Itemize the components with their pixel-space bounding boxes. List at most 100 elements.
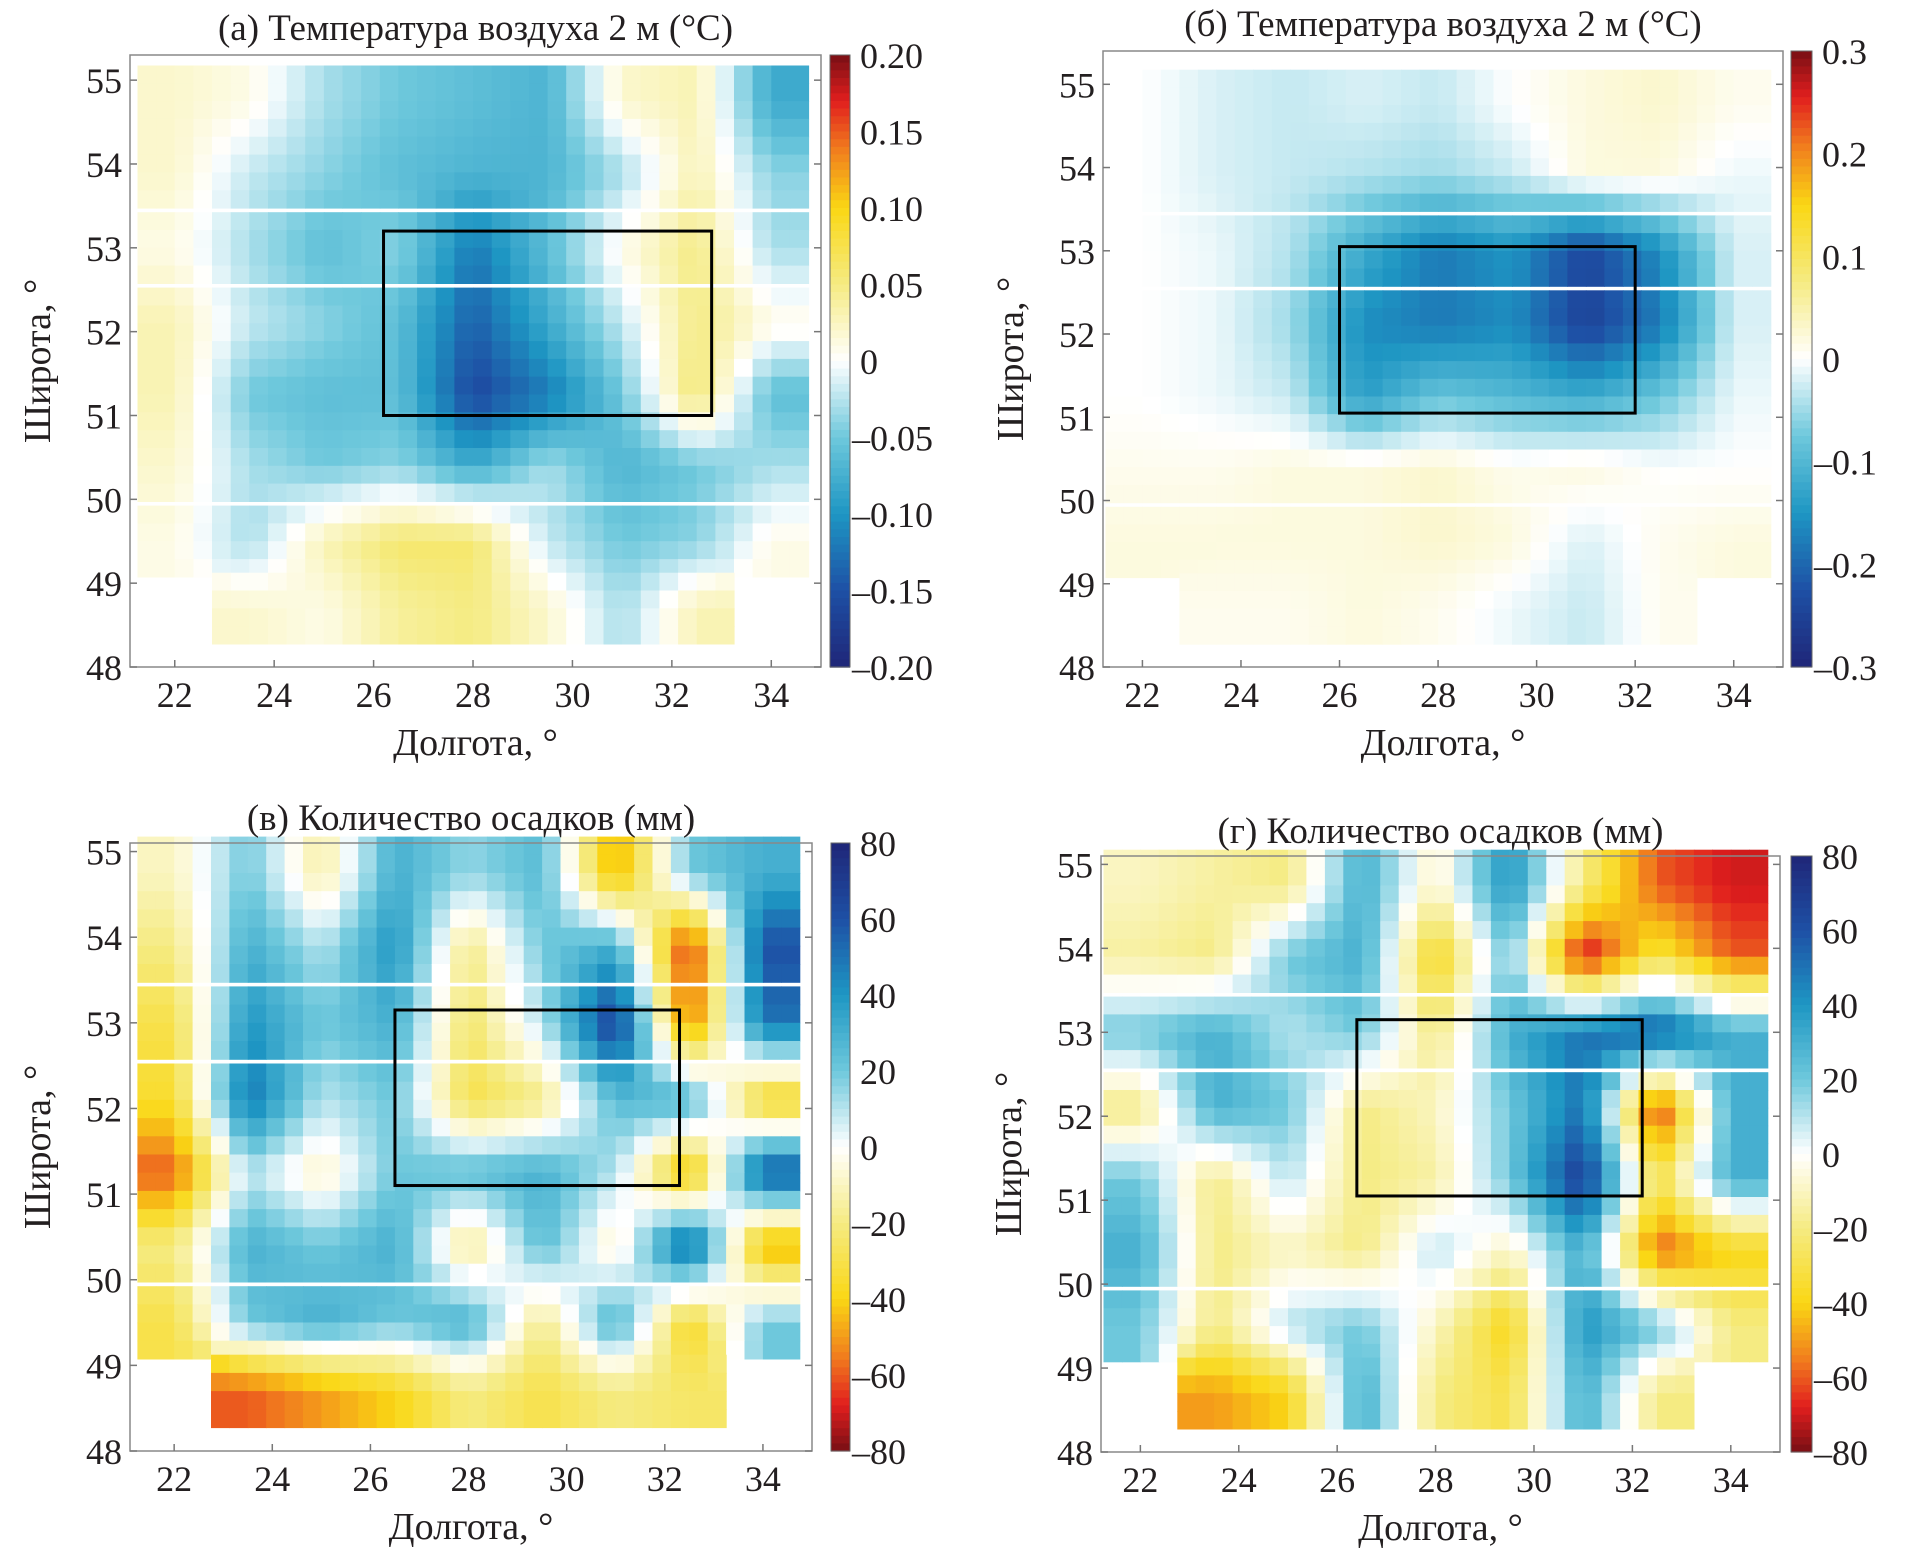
heatmap-cell bbox=[1512, 626, 1532, 645]
heatmap-cell bbox=[229, 1022, 249, 1042]
colorbar-segment bbox=[831, 1078, 850, 1087]
heatmap-cell bbox=[1195, 1161, 1215, 1180]
x-tick-label: 22 bbox=[1122, 1460, 1158, 1500]
heatmap-cell bbox=[670, 891, 690, 910]
colorbar-segment bbox=[830, 590, 850, 599]
heatmap-cell bbox=[1752, 524, 1772, 543]
heatmap-cell bbox=[781, 1227, 801, 1247]
heatmap-cell bbox=[286, 323, 306, 342]
heatmap-cell bbox=[1548, 431, 1568, 451]
heatmap-cell bbox=[744, 1340, 764, 1360]
heatmap-cell bbox=[1548, 573, 1568, 592]
heatmap-cell bbox=[1675, 1393, 1695, 1412]
heatmap-cell bbox=[615, 1245, 635, 1265]
heatmap-cell bbox=[1216, 290, 1236, 309]
heatmap-cell bbox=[468, 1099, 488, 1119]
heatmap-cell bbox=[454, 118, 474, 138]
heatmap-cell bbox=[1103, 1197, 1123, 1216]
heatmap-cell bbox=[1214, 1326, 1234, 1345]
heatmap-cell bbox=[413, 1372, 433, 1392]
heatmap-cell bbox=[361, 136, 381, 156]
heatmap-cell bbox=[1121, 1214, 1141, 1234]
heatmap-cell bbox=[715, 101, 735, 120]
heatmap-cell bbox=[578, 1209, 598, 1228]
heatmap-cell bbox=[454, 376, 474, 396]
colorbar-segment bbox=[831, 1048, 850, 1057]
heatmap-cell bbox=[417, 465, 437, 485]
heatmap-cell bbox=[1345, 542, 1365, 561]
heatmap-cell bbox=[678, 483, 698, 502]
heatmap-cell bbox=[1712, 1090, 1732, 1109]
heatmap-cell bbox=[597, 854, 617, 874]
heatmap-cell bbox=[597, 1286, 617, 1305]
heatmap-cell bbox=[1290, 626, 1310, 645]
heatmap-cell bbox=[566, 523, 586, 542]
heatmap-cell bbox=[1678, 431, 1698, 451]
heatmap-cell bbox=[266, 945, 286, 965]
heatmap-cell bbox=[1380, 938, 1400, 958]
heatmap-cell bbox=[1327, 414, 1347, 433]
colorbar-segment bbox=[831, 896, 850, 905]
heatmap-cell bbox=[230, 394, 250, 413]
heatmap-cell bbox=[1306, 1290, 1326, 1309]
heatmap-cell bbox=[678, 341, 698, 360]
heatmap-cell bbox=[303, 986, 322, 1006]
heatmap-cell bbox=[1364, 378, 1384, 398]
heatmap-cell bbox=[634, 1022, 654, 1042]
heatmap-cell bbox=[1417, 1393, 1437, 1412]
y-tick-label: 53 bbox=[1057, 1013, 1093, 1053]
heatmap-cell bbox=[323, 118, 344, 138]
heatmap-cell bbox=[1678, 268, 1698, 287]
heatmap-cell bbox=[1604, 175, 1624, 195]
heatmap-cell bbox=[1620, 885, 1640, 904]
heatmap-cell bbox=[137, 376, 157, 396]
heatmap-cell bbox=[578, 1304, 598, 1324]
heatmap-cell bbox=[1696, 87, 1716, 106]
heatmap-cell bbox=[542, 1063, 562, 1083]
heatmap-cell bbox=[1527, 1250, 1547, 1269]
heatmap-cell bbox=[634, 964, 654, 983]
heatmap-cell bbox=[789, 136, 810, 156]
heatmap-cell bbox=[1271, 69, 1291, 88]
heatmap-cell bbox=[1324, 849, 1344, 869]
heatmap-cell bbox=[1234, 193, 1254, 212]
heatmap-cell bbox=[1527, 1107, 1547, 1127]
heatmap-cell bbox=[1234, 343, 1254, 362]
colorbar-segment bbox=[830, 223, 850, 232]
heatmap-cell bbox=[1195, 956, 1215, 976]
heatmap-cell bbox=[1103, 849, 1123, 869]
y-tick-label: 54 bbox=[86, 918, 122, 958]
heatmap-cell bbox=[398, 483, 418, 502]
heatmap-cell bbox=[566, 212, 586, 231]
heatmap-cell bbox=[1417, 1250, 1437, 1269]
heatmap-cell bbox=[762, 927, 782, 947]
heatmap-cell bbox=[229, 873, 249, 892]
heatmap-cell bbox=[1475, 414, 1495, 433]
heatmap-cell bbox=[413, 1227, 433, 1247]
heatmap-cell bbox=[1327, 69, 1347, 88]
heatmap-cell bbox=[192, 1022, 212, 1042]
heatmap-cell bbox=[789, 101, 810, 120]
heatmap-cell bbox=[1622, 250, 1642, 270]
colorbar-segment bbox=[1791, 289, 1812, 298]
heatmap-cell bbox=[781, 836, 801, 856]
heatmap-cell bbox=[1197, 343, 1217, 362]
heatmap-cell bbox=[1657, 1197, 1677, 1216]
colorbar-segment bbox=[1791, 620, 1812, 630]
heatmap-cell bbox=[715, 83, 735, 102]
heatmap-cell bbox=[1123, 325, 1143, 344]
heatmap-cell bbox=[468, 927, 488, 947]
heatmap-cell bbox=[1512, 449, 1532, 468]
heatmap-cell bbox=[491, 136, 511, 156]
heatmap-cell bbox=[1361, 1197, 1381, 1216]
heatmap-cell bbox=[528, 572, 549, 592]
heatmap-cell bbox=[1620, 1161, 1640, 1180]
heatmap-cell bbox=[603, 448, 623, 467]
heatmap-cell bbox=[734, 412, 754, 431]
heatmap-cell bbox=[1548, 542, 1568, 561]
heatmap-cell bbox=[358, 1263, 378, 1283]
heatmap-cell bbox=[1472, 885, 1492, 904]
heatmap-cell bbox=[1361, 1125, 1381, 1145]
colorbar-segment bbox=[1791, 566, 1812, 576]
heatmap-cell bbox=[1472, 1125, 1492, 1145]
